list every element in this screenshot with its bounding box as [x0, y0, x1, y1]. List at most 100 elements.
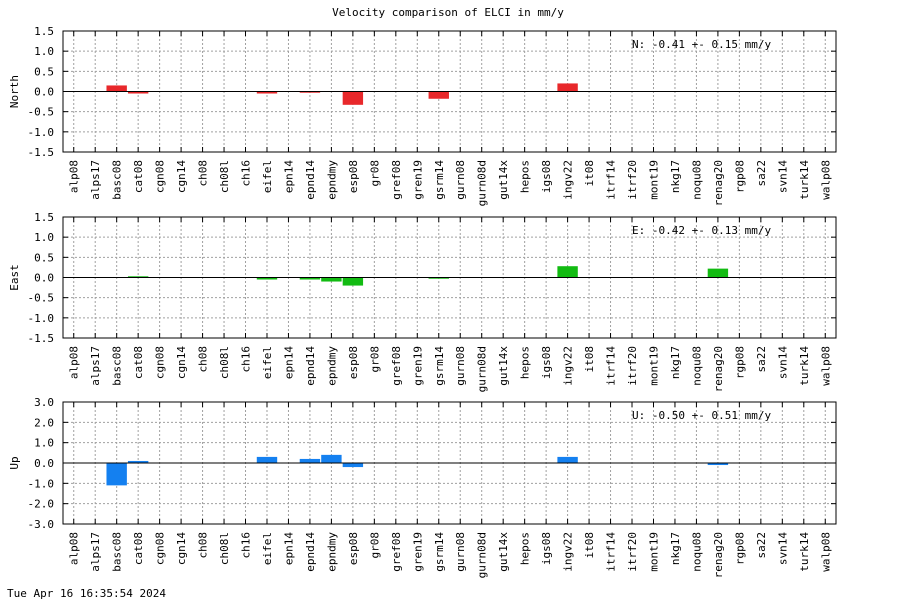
x-tick-label: eifel — [261, 532, 274, 565]
y-tick-label: 1.0 — [34, 437, 54, 450]
x-tick-label: nkg17 — [669, 346, 682, 379]
y-tick-label: 0.0 — [34, 272, 54, 285]
x-tick-label: gsrm14 — [433, 532, 446, 572]
x-tick-label: gurn08 — [454, 532, 467, 572]
x-tick-label: epndmy — [325, 532, 338, 572]
y-tick-label: -1.0 — [28, 477, 55, 490]
bar-cat08 — [127, 460, 149, 463]
x-tick-label: eifel — [261, 160, 274, 193]
y-tick-label: 1.5 — [34, 211, 54, 224]
x-tick-label: ch08 — [197, 160, 210, 187]
bar-esp08 — [342, 463, 364, 468]
x-tick-label: walp08 — [819, 160, 832, 200]
x-tick-label: gurn08d — [476, 532, 489, 578]
x-tick-label: noqu08 — [690, 346, 703, 386]
bar-cat08 — [127, 91, 149, 94]
x-tick-label: ingv22 — [562, 532, 575, 572]
x-tick-label: basc08 — [111, 160, 124, 200]
x-tick-label: alps17 — [89, 160, 102, 200]
y-tick-label: -3.0 — [28, 518, 55, 531]
y-tick-label: -2.0 — [28, 498, 55, 511]
bar-epnd14 — [299, 458, 321, 463]
x-tick-label: itrf20 — [626, 532, 639, 572]
bar-gsrm14 — [428, 91, 449, 99]
x-tick-label: gurn08d — [476, 346, 489, 392]
x-tick-label: eifel — [261, 346, 274, 379]
panel-north: -1.5 -1.0 -0.5 0.0 0.5 1.0 1.5 alp08 alps17 basc0… — [8, 25, 837, 206]
y-tick-label: 1.5 — [34, 25, 54, 38]
y-axis-label: Up — [8, 456, 21, 469]
plot-frame — [62, 401, 837, 525]
x-tick-label: ch08l — [218, 346, 231, 379]
x-tick-label: cat08 — [132, 532, 145, 565]
y-tick-label: -1.5 — [28, 146, 55, 159]
y-tick-label: -0.5 — [28, 292, 55, 305]
x-tick-label: esp08 — [347, 160, 360, 193]
x-tick-label: cgn08 — [154, 160, 167, 193]
x-tick-label: gref08 — [390, 160, 403, 200]
y-tick-label: 2.0 — [34, 416, 54, 429]
x-tick-label: renag20 — [712, 532, 725, 578]
x-tick-label: gr08 — [368, 346, 381, 373]
x-tick-label: basc08 — [111, 346, 124, 386]
x-tick-label: epndmy — [325, 346, 338, 386]
x-tick-label: hepos — [519, 532, 532, 565]
x-tick-label: noqu08 — [690, 532, 703, 572]
x-tick-label: esp08 — [347, 532, 360, 565]
plot-frame — [62, 216, 837, 339]
x-tick-label: cat08 — [132, 346, 145, 379]
x-tick-label: nkg17 — [669, 160, 682, 193]
x-tick-label: gr08 — [368, 532, 381, 559]
x-tick-label: itrf20 — [626, 160, 639, 200]
x-tick-label: gren19 — [411, 346, 424, 386]
x-tick-label: igs08 — [540, 532, 553, 565]
x-tick-label: esp08 — [347, 346, 360, 379]
bar-epndmy — [321, 454, 342, 463]
x-tick-label: rgp08 — [733, 346, 746, 379]
panel-east: -1.5 -1.0 -0.5 0.0 0.5 1.0 1.5 alp08 alps17 basc0… — [8, 211, 837, 392]
x-tick-label: ch16 — [240, 532, 253, 559]
x-tick-label: itrf14 — [605, 346, 618, 386]
x-tick-label: turk14 — [798, 160, 811, 200]
x-tick-label: alps17 — [89, 532, 102, 572]
x-tick-label: itrf14 — [605, 532, 618, 572]
panel-up: -3.0 -2.0 -1.0 0.0 1.0 2.0 3.0 alp08 alps17 basc0… — [8, 396, 837, 578]
bar-basc08 — [106, 463, 127, 486]
bar-renag20 — [707, 268, 729, 278]
x-tick-label: cgn08 — [154, 532, 167, 565]
x-tick-label: mont19 — [647, 346, 660, 386]
x-tick-label: epnd14 — [304, 160, 317, 200]
x-tick-label: ch08 — [197, 346, 210, 373]
x-tick-label: svn14 — [776, 346, 789, 379]
x-tick-label: gut14x — [497, 532, 510, 572]
y-tick-label: -1.5 — [28, 332, 55, 345]
x-tick-label: gurn08d — [476, 160, 489, 206]
y-tick-label: 1.0 — [34, 45, 54, 58]
x-tick-label: gren19 — [411, 532, 424, 572]
bar-gsrm14 — [428, 277, 449, 279]
x-tick-label: turk14 — [798, 532, 811, 572]
chart-title: Velocity comparison of ELCI in mm/y — [332, 6, 564, 19]
bar-eifel — [256, 91, 278, 94]
x-tick-label: gurn08 — [454, 346, 467, 386]
bar-ingv22 — [557, 83, 578, 92]
x-tick-label: ch08 — [197, 532, 210, 559]
bar-basc08 — [106, 85, 127, 92]
y-axis-label: East — [8, 264, 21, 291]
x-tick-label: gref08 — [390, 532, 403, 572]
y-tick-label: -1.0 — [28, 312, 55, 325]
x-tick-label: cgn14 — [175, 160, 188, 193]
bar-ingv22 — [557, 456, 578, 463]
x-tick-label: hepos — [519, 346, 532, 379]
y-tick-label: 0.5 — [34, 251, 54, 264]
x-tick-label: noqu08 — [690, 160, 703, 200]
y-tick-label: 0.5 — [34, 65, 54, 78]
x-tick-label: itrf20 — [626, 346, 639, 386]
x-tick-label: nkg17 — [669, 532, 682, 565]
x-tick-label: ch08l — [218, 160, 231, 193]
x-tick-label: alp08 — [68, 532, 81, 565]
x-tick-label: svn14 — [776, 532, 789, 565]
x-tick-label: mont19 — [647, 160, 660, 200]
x-tick-label: alps17 — [89, 346, 102, 386]
